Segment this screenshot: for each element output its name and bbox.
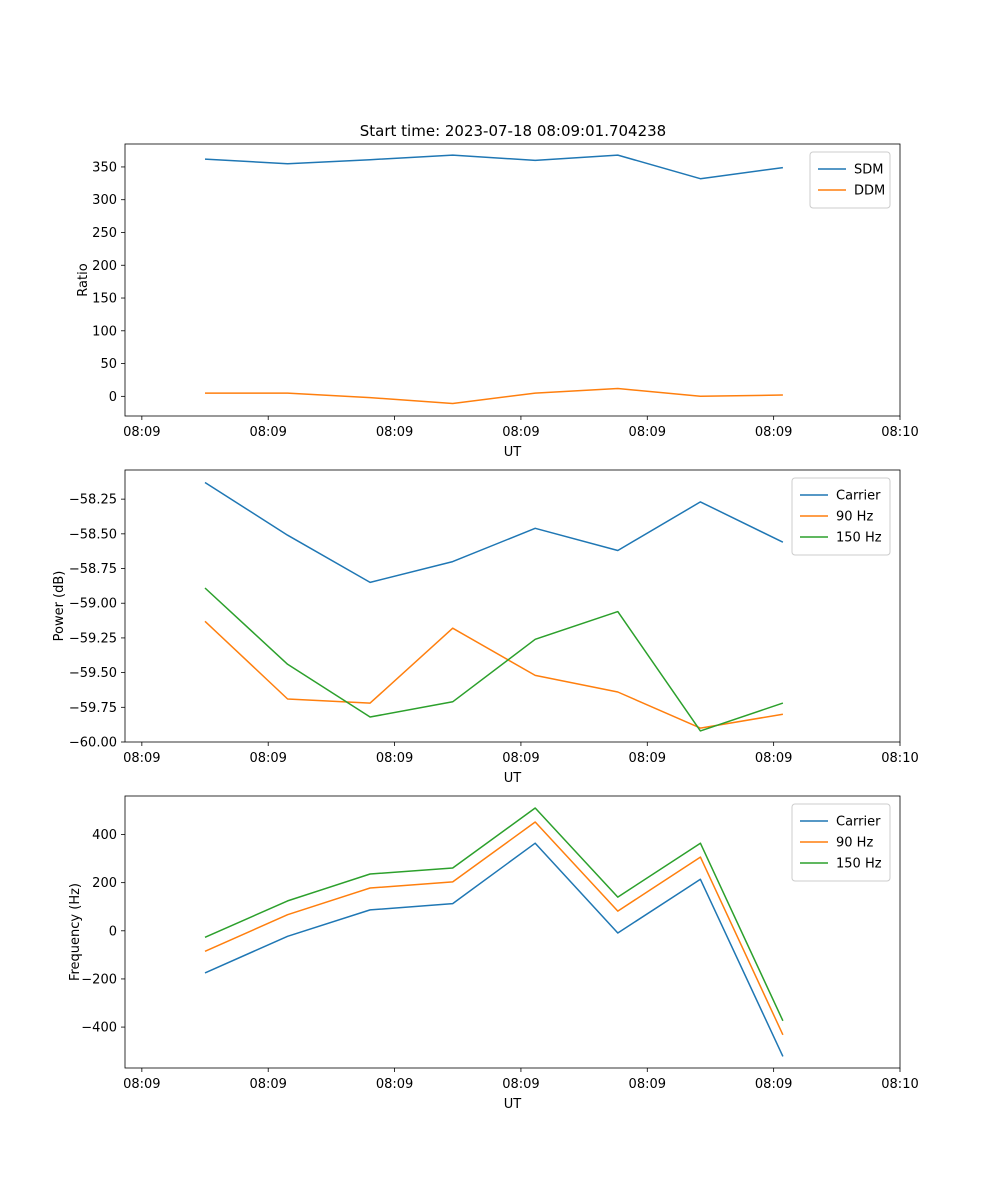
ratio-x-tick-label: 08:09 [755,425,792,440]
ratio-x-tick-label: 08:09 [502,425,539,440]
ratio-legend-label: DDM [854,184,885,199]
ratio-y-tick-label: 50 [100,357,117,372]
subplot-ratio: 08:09 08:09 08:09 08:09 08:09 08:09 08:10 0 50 10… [76,143,919,460]
ratio-series-sdm [204,154,784,180]
ratio-x-axis-label: UT [504,445,522,460]
frequency-series-150-hz [204,807,784,1022]
frequency-x-tick-label: 08:09 [755,1077,792,1092]
ratio-x-tick-label: 08:09 [249,425,286,440]
ratio-x-tick-label: 08:09 [376,425,413,440]
power-series-90-hz [204,620,784,729]
ratio-series-ddm [205,387,783,405]
frequency-legend-label: Carrier [836,815,881,830]
power-legend-label: 150 Hz [836,531,882,546]
power-x-tick-label: 08:09 [249,751,286,766]
power-series-150-hz [204,587,784,732]
power-x-tick-label: 08:10 [881,751,918,766]
frequency-x-tick-label: 08:09 [249,1077,286,1092]
subplot-power: 08:09 08:09 08:09 08:09 08:09 08:09 08:10 −60.0… [52,469,919,786]
power-y-tick-label: −58.25 [69,493,117,508]
power-y-tick-label: −59.25 [69,631,117,646]
ratio-y-tick-label: 150 [92,292,117,307]
frequency-x-tick-label: 08:09 [123,1077,160,1092]
power-legend-box [791,477,891,556]
frequency-y-tick-label: −200 [81,972,117,987]
power-y-tick-label: −60.00 [69,736,117,751]
ratio-legend-box [809,151,891,209]
ratio-y-tick-label: 200 [92,259,117,274]
power-x-tick-label: 08:09 [376,751,413,766]
ratio-y-tick-label: 0 [109,390,117,405]
chart-title: Start time: 2023-07-18 08:09:01.704238 [360,122,666,140]
ratio-legend-label: SDM [854,163,883,178]
frequency-y-tick-label: 0 [109,924,117,939]
ratio-y-tick-label: 250 [92,226,117,241]
frequency-x-axis-label: UT [504,1097,522,1112]
power-legend-label: Carrier [836,489,881,504]
power-y-axis-label: Power (dB) [52,571,67,642]
power-x-tick-label: 08:09 [123,751,160,766]
ratio-x-tick-label: 08:09 [629,425,666,440]
power-y-tick-label: −59.75 [69,701,117,716]
power-x-tick-label: 08:09 [755,751,792,766]
ratio-y-tick-label: 100 [92,324,117,339]
frequency-legend-label: 90 Hz [836,836,873,851]
frequency-y-tick-label: −400 [81,1021,117,1036]
power-x-tick-label: 08:09 [629,751,666,766]
power-y-tick-label: −59.50 [69,666,117,681]
frequency-x-tick-label: 08:09 [502,1077,539,1092]
subplot-frequency: 08:09 08:09 08:09 08:09 08:09 08:09 08:10 −400 −… [68,795,919,1112]
ratio-x-tick-label: 08:10 [881,425,918,440]
ratio-y-tick-label: 350 [92,160,117,175]
frequency-y-tick-label: 200 [92,876,117,891]
ratio-legend: SDM DDM [809,151,891,209]
ratio-y-tick-label: 300 [92,193,117,208]
frequency-legend: Carrier 90 Hz 150 Hz [791,803,891,882]
power-axes-frame [124,469,901,743]
power-y-tick-label: −58.75 [69,562,117,577]
frequency-x-tick-label: 08:10 [881,1077,918,1092]
frequency-axes-frame [124,795,901,1069]
frequency-x-tick-label: 08:09 [629,1077,666,1092]
ratio-y-axis-label: Ratio [76,263,91,296]
power-legend: Carrier 90 Hz 150 Hz [791,477,891,556]
power-x-tick-label: 08:09 [502,751,539,766]
frequency-legend-label: 150 Hz [836,857,882,872]
power-x-axis-label: UT [504,771,522,786]
power-y-tick-label: −59.00 [69,597,117,612]
frequency-series-90-hz [204,821,784,1036]
frequency-legend-box [791,803,891,882]
power-series-carrier [204,481,784,584]
frequency-x-tick-label: 08:09 [376,1077,413,1092]
power-legend-label: 90 Hz [836,510,873,525]
frequency-series-carrier [204,842,784,1057]
power-y-tick-label: −58.50 [69,527,117,542]
ratio-axes-frame [124,143,901,417]
frequency-y-axis-label: Frequency (Hz) [68,883,83,981]
frequency-y-tick-label: 400 [92,828,117,843]
ratio-x-tick-label: 08:09 [123,425,160,440]
